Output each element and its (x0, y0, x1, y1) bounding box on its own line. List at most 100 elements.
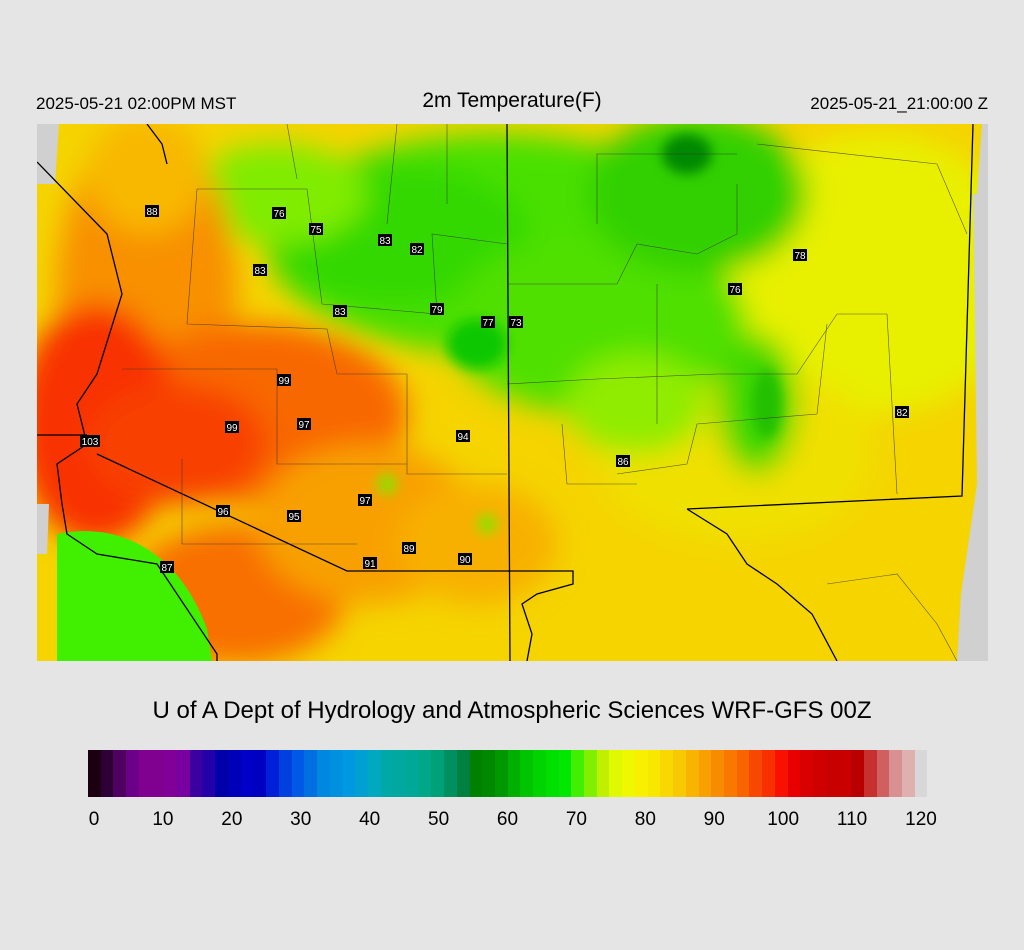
station-temperature-label: 76 (272, 207, 286, 220)
station-label-box (793, 249, 807, 261)
colorbar-segment (444, 750, 457, 797)
station-temperature-label: 82 (410, 243, 424, 256)
station-label-text: 89 (403, 544, 415, 555)
colorbar-segment (304, 750, 317, 797)
station-label-text: 96 (217, 507, 229, 518)
station-label-text: 75 (310, 225, 322, 236)
colorbar-segment (507, 750, 521, 797)
station-label-text: 73 (510, 318, 522, 329)
station-temperature-label: 77 (481, 316, 495, 329)
station-temperature-label: 83 (253, 264, 267, 277)
colorbar-tick-label: 20 (221, 809, 243, 830)
colorbar-segment (558, 750, 572, 797)
station-temperature-label: 91 (363, 557, 377, 570)
colorbar-segment (736, 750, 750, 797)
station-label-box (277, 374, 291, 386)
state-boundaries (37, 124, 974, 661)
station-label-box (216, 505, 230, 517)
station-temperature-label: 75 (309, 223, 323, 236)
colorbar-segment (698, 750, 712, 797)
colorbar-segment (584, 750, 597, 797)
station-label-text: 78 (794, 251, 806, 262)
station-temperature-label: 90 (458, 553, 472, 566)
colorbar-segment (571, 750, 585, 797)
station-label-box (358, 494, 372, 506)
station-label-box (456, 430, 470, 442)
colorbar-segment (393, 750, 406, 797)
colorbar-segment (253, 750, 267, 797)
colorbar-segment (431, 750, 445, 797)
station-label-text: 88 (146, 207, 158, 218)
colorbar-tick-label: 10 (152, 809, 174, 830)
colorbar-segment (405, 750, 419, 797)
colorbar-segment (469, 750, 483, 797)
colorbar-segment (164, 750, 178, 797)
temperature-map: 88 76 75 83 82 83 83 79 77 73 78 76 99 103 99 97 94 86 82 9… (37, 124, 988, 661)
station-label-box (287, 510, 301, 522)
colorbar-tick-label: 80 (634, 809, 656, 830)
colorbar-segment (126, 750, 139, 797)
colorbar-segment (749, 750, 763, 797)
colorbar-segment (622, 750, 635, 797)
station-label-box (509, 316, 523, 328)
station-label-text: 76 (273, 209, 285, 220)
colorbar-segment (723, 750, 737, 797)
colorbar-segment (800, 750, 813, 797)
station-label-text: 86 (617, 457, 629, 468)
station-temperature-label: 96 (216, 505, 230, 518)
station-label-text: 99 (226, 423, 238, 434)
station-label-box (225, 421, 239, 433)
colorbar-segment (863, 750, 877, 797)
station-label-text: 97 (359, 496, 371, 507)
station-label-text: 79 (431, 305, 443, 316)
colorbar-segment (876, 750, 890, 797)
station-temperature-label: 73 (509, 316, 523, 329)
colorbar-segment (380, 750, 394, 797)
colorbar-segment (151, 750, 165, 797)
station-label-text: 77 (482, 318, 494, 329)
station-label-text: 97 (298, 420, 310, 431)
colorbar-segment (367, 750, 381, 797)
colorbar-segment (202, 750, 216, 797)
colorbar-segment (278, 750, 292, 797)
station-label-box (481, 316, 495, 328)
map-title: 2m Temperature(F) (422, 89, 602, 112)
colorbar-tick-label: 90 (703, 809, 725, 830)
station-label-box (378, 234, 392, 246)
station-label-text: 90 (459, 555, 471, 566)
credit-line: U of A Dept of Hydrology and Atmospheric… (152, 697, 872, 724)
temperature-map-svg: 88 76 75 83 82 83 83 79 77 73 78 76 99 103 99 97 94 86 82 9… (37, 124, 988, 661)
colorbar-tick-label: 120 (905, 809, 937, 830)
colorbar-segment (609, 750, 623, 797)
colorbar-segment (215, 750, 228, 797)
station-label-box (895, 406, 909, 418)
station-labels: 88 76 75 83 82 83 83 79 77 73 78 76 99 103 99 97 94 86 82 9… (80, 205, 909, 574)
station-label-text: 82 (411, 245, 423, 256)
colorbar-segment (100, 750, 114, 797)
station-temperature-label: 79 (430, 303, 444, 316)
colorbar-segment (838, 750, 852, 797)
station-label-box (145, 205, 159, 217)
colorbar-segment (482, 750, 495, 797)
station-label-box (309, 223, 323, 235)
colorbar-segment (495, 750, 508, 797)
station-label-box (160, 561, 174, 573)
colorbar-segment (596, 750, 610, 797)
colorbar-segment (825, 750, 839, 797)
colorbar-segment (316, 750, 330, 797)
station-temperature-label: 83 (378, 234, 392, 247)
colorbar-segment (189, 750, 203, 797)
colorbar-tick-label: 110 (836, 809, 868, 830)
temperature-field (37, 124, 988, 661)
colorbar-segment (851, 750, 864, 797)
colorbar-segment (456, 750, 470, 797)
station-label-box (430, 303, 444, 315)
colorbar-tick-label: 50 (428, 809, 450, 830)
station-label-text: 76 (729, 285, 741, 296)
colorbar-tick-labels: 0 10 20 30 40 50 60 70 80 90 100 110 120 (88, 809, 937, 835)
colorbar-tick-label: 0 (88, 809, 100, 830)
station-temperature-label: 89 (402, 542, 416, 555)
colorbar-segment (812, 750, 826, 797)
station-label-text: 99 (278, 376, 290, 387)
colorbar-segment (889, 750, 902, 797)
